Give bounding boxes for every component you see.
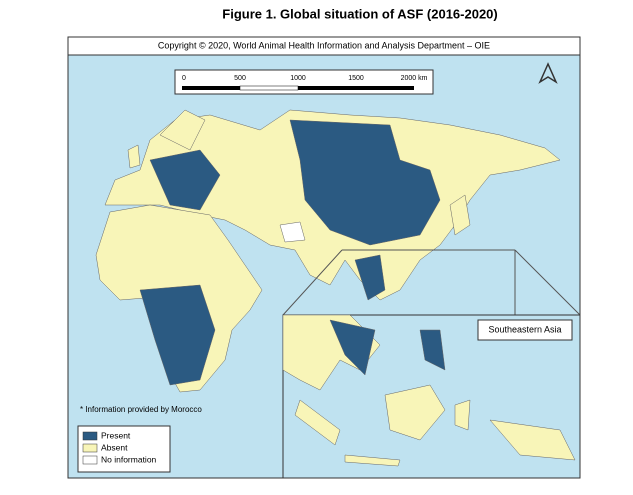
japan [449,194,471,236]
legend-label: Present [101,430,131,440]
legend-swatch [82,443,98,453]
scale-box [174,69,434,95]
north-arrow [538,62,558,84]
sumatra [294,399,341,446]
world-land [95,109,561,393]
affected-africa [139,284,216,386]
new-guinea [489,419,576,461]
copyright: Copyright © 2020, World Animal Health In… [158,40,490,50]
scale-bar: 0 500 1000 1500 2000 km [174,69,434,95]
philippines [419,329,446,371]
affected-mainland [329,319,376,376]
inset-label: Southeastern Asia [488,324,561,334]
affected-europe [149,149,221,211]
scale-label: 1000 [290,75,306,82]
scale-seg [239,85,299,91]
java [344,454,401,467]
inset-map: Southeastern Asia [282,314,581,479]
sulawesi [454,399,471,431]
scale-label: 0 [182,75,186,82]
affected-sea [354,254,386,301]
copyright-bar [67,36,581,56]
figure-title: Figure 1. Global situation of ASF (2016-… [222,6,497,21]
no-info-area [279,221,306,243]
inset-connector [514,249,581,316]
legend: Present Absent No information [82,430,157,465]
scale-seg [182,86,240,90]
scale-seg [298,86,414,90]
scandinavia [159,109,206,151]
legend-label: No information [101,454,157,464]
north-arrow-icon [538,62,558,84]
legend-label: Absent [101,442,128,452]
british-isles [127,144,141,169]
scale-label: 2000 km [401,75,428,82]
inset-connector [282,249,343,316]
inset-label-box [477,319,573,341]
legend-swatch [82,455,98,465]
scale-label: 500 [234,75,246,82]
affected-asia [289,119,441,246]
legend-swatch [82,431,98,441]
footnote: * Information provided by Morocco [80,405,202,414]
borneo [384,384,446,441]
scale-label: 1500 [348,75,364,82]
